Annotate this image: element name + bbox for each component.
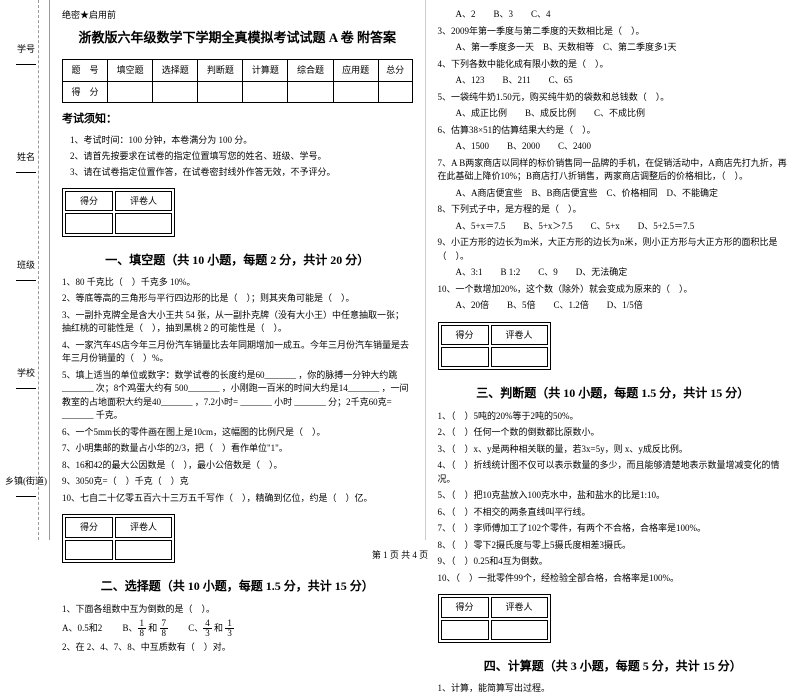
- question: A、成正比例 B、成反比例 C、不成比例: [438, 107, 789, 121]
- question: 10、七自二十亿零五百六十三万五千写作（ ），精确到亿位，约是（ ）亿。: [62, 492, 413, 506]
- question: 5、（ ）把10克盐放入100克水中，盐和盐水的比是1:10。: [438, 489, 789, 503]
- side-label: 学校: [5, 366, 47, 391]
- question: 8、16和42的最大公因数是（ ），最小公倍数是（ ）。: [62, 459, 413, 473]
- question: A、A商店便宜些 B、B商店便宜些 C、价格相同 D、不能确定: [438, 187, 789, 201]
- question: 8、下列式子中，是方程的是（ ）。: [438, 203, 789, 217]
- score-summary-table: 题 号填空题选择题判断题计算题综合题应用题总分 得 分: [62, 59, 413, 103]
- section-3-title: 三、判断题（共 10 小题，每题 1.5 分，共计 15 分）: [438, 384, 789, 403]
- question: 3、2009年第一季度与第二季度的天数相比是（ ）。: [438, 25, 789, 39]
- question: 1、计算，能简算写出过程。: [438, 682, 789, 696]
- question: 10、一个数增加20%，这个数（除外）就会变成为原来的（ ）。: [438, 283, 789, 297]
- question-options: A、0.5和2 B、18 和 78 C、43 和 13: [62, 619, 413, 638]
- question: 7、A B两家商店以同样的标价销售同一品牌的手机，在促销活动中，A商店先打九折，…: [438, 157, 789, 184]
- question: 10、（ ）一批零件99个，经检验全部合格，合格率是100%。: [438, 572, 789, 586]
- question: A、2 B、3 C、4: [438, 8, 789, 22]
- question: 6、（ ）不相交的两条直线叫平行线。: [438, 506, 789, 520]
- question: 4、一家汽车4S店今年三月份汽车销量比去年同期增加一成五。今年三月份汽车销量是去…: [62, 339, 413, 366]
- grader-box: 得分评卷人: [62, 188, 175, 237]
- question: A、第一季度多一天 B、天数相等 C、第二季度多1天: [438, 41, 789, 55]
- question: 9、3050克=（ ）千克（ ）克: [62, 475, 413, 489]
- question: A、3:1 B 1:2 C、9 D、无法确定: [438, 266, 789, 280]
- question: 6、一个5mm长的零件画在图上是10cm，这幅图的比例尺是（ ）。: [62, 426, 413, 440]
- question: A、5+x＝7.5 B、5+x＞7.5 C、5+x D、5+2.5＝7.5: [438, 220, 789, 234]
- section-2-title: 二、选择题（共 10 小题，每题 1.5 分，共计 15 分）: [62, 577, 413, 596]
- question: 5、一袋纯牛奶1.50元，购买纯牛奶的袋数和总钱数（ ）。: [438, 91, 789, 105]
- grader-box: 得分评卷人: [438, 594, 551, 643]
- notice-title: 考试须知：: [62, 111, 413, 129]
- question: 1、（ ）5吨的20%等于2吨的50%。: [438, 410, 789, 424]
- question: 4、（ ）折线统计图不仅可以表示数量的多少，而且能够清楚地表示数量增减变化的情况…: [438, 459, 789, 486]
- side-label: 班级: [5, 258, 47, 283]
- question: 3、一副扑克牌全是含大小王共 54 张，从一副扑克牌（没有大小王）中任意抽取一张…: [62, 309, 413, 336]
- question: 2、（ ）任何一个数的倒数都比原数小。: [438, 426, 789, 440]
- notice-item: 2、请首先按要求在试卷的指定位置填写您的姓名、班级、学号。: [62, 149, 413, 163]
- side-label: 乡镇(街道): [5, 474, 47, 499]
- question: 4、下列各数中能化成有限小数的是（ ）。: [438, 58, 789, 72]
- question: 9、小正方形的边长为m米，大正方形的边长为n米，则小正方形与大正方形的面积比是（…: [438, 236, 789, 263]
- question: 2、等底等高的三角形与平行四边形的比是（ ）；则其夹角可能是（ ）。: [62, 292, 413, 306]
- right-column: A、2 B、3 C、4 3、2009年第一季度与第二季度的天数相比是（ ）。 A…: [426, 0, 800, 540]
- question: A、123 B、211 C、65: [438, 74, 789, 88]
- question: 1、下面各组数中互为倒数的是（ ）。: [62, 603, 413, 617]
- page-footer: 第 1 页 共 4 页: [0, 548, 800, 561]
- question: 5、填上适当的单位或数字：数学试卷的长度约是60_______ ，你的脉搏一分钟…: [62, 369, 413, 423]
- question: A、1500 B、2000 C、2400: [438, 140, 789, 154]
- side-label: 姓名: [5, 150, 47, 175]
- exam-title: 浙教版六年级数学下学期全真模拟考试试题 A 卷 附答案: [62, 28, 413, 49]
- question: 3、（ ）x、y是两种相关联的量，若3x=5y，则 x、y成反比例。: [438, 443, 789, 457]
- left-column: 绝密★启用前 浙教版六年级数学下学期全真模拟考试试题 A 卷 附答案 题 号填空…: [50, 0, 426, 540]
- binding-side: 学号 姓名 班级 学校 乡镇(街道): [0, 0, 50, 540]
- question: 6、估算38×51的估算结果大约是（ ）。: [438, 124, 789, 138]
- section-4-title: 四、计算题（共 3 小题，每题 5 分，共计 15 分）: [438, 657, 789, 676]
- question: 1、80 千克比（ ）千克多 10%。: [62, 276, 413, 290]
- secret-label: 绝密★启用前: [62, 8, 413, 22]
- notice-item: 3、请在试卷指定位置作答，在试卷密封线外作答无效，不予评分。: [62, 165, 413, 179]
- question: A、20倍 B、5倍 C、1.2倍 D、1/5倍: [438, 299, 789, 313]
- notice-item: 1、考试时间：100 分钟，本卷满分为 100 分。: [62, 133, 413, 147]
- question: 7、（ ）李师傅加工了102个零件，有两个不合格，合格率是100%。: [438, 522, 789, 536]
- question: 2、在 2、4、7、8、中互质数有（ ）对。: [62, 641, 413, 655]
- side-label: 学号: [5, 42, 47, 67]
- question: 7、小明集邮的数量占小华的2/3，把（ ）看作单位"1"。: [62, 442, 413, 456]
- grader-box: 得分评卷人: [438, 322, 551, 371]
- section-1-title: 一、填空题（共 10 小题，每题 2 分，共计 20 分）: [62, 251, 413, 270]
